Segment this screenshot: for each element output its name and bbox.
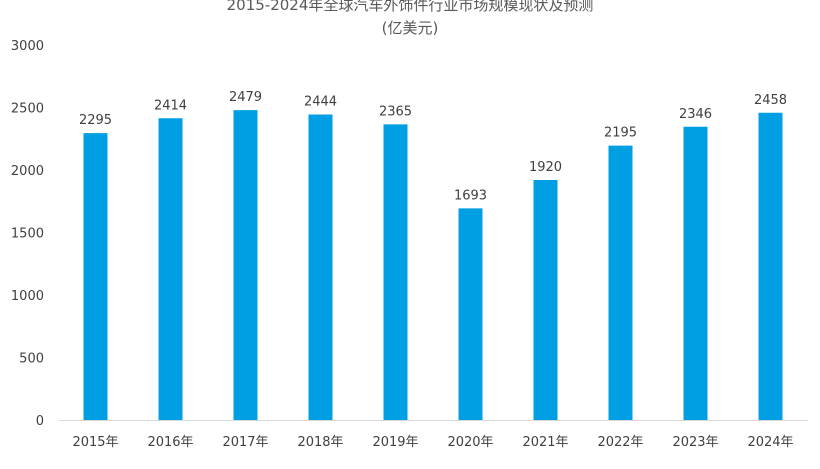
chart-subtitle: (亿美元) bbox=[382, 19, 439, 37]
x-axis: 2015年 2016年 2017年 2018年 2019年 2020年 2021年 2022年… bbox=[72, 435, 793, 450]
data-label: 1920 bbox=[529, 160, 562, 175]
y-tick-label: 500 bbox=[19, 352, 44, 367]
y-tick-label: 0 bbox=[36, 414, 44, 429]
x-tick-label: 2016年 bbox=[147, 435, 193, 450]
bar bbox=[308, 114, 333, 420]
data-label: 2346 bbox=[679, 107, 712, 122]
x-tick-label: 2021年 bbox=[522, 435, 568, 450]
data-label: 2479 bbox=[229, 90, 262, 105]
bar bbox=[458, 208, 483, 420]
chart-title: 2015-2024年全球汽车外饰件行业市场规模现状及预测 bbox=[227, 0, 594, 14]
bar bbox=[758, 112, 783, 420]
data-label: 2414 bbox=[154, 98, 187, 113]
y-tick-label: 2000 bbox=[11, 164, 44, 179]
x-tick-label: 2018年 bbox=[297, 435, 343, 450]
x-tick-label: 2015年 bbox=[72, 435, 118, 450]
data-label: 1693 bbox=[454, 188, 487, 203]
x-tick-label: 2024年 bbox=[747, 435, 793, 450]
y-tick-label: 1000 bbox=[11, 289, 44, 304]
bar bbox=[608, 145, 633, 420]
x-tick-label: 2017年 bbox=[222, 435, 268, 450]
data-label: 2444 bbox=[304, 95, 337, 110]
y-axis: 0 500 1000 1500 2000 2500 3000 bbox=[11, 39, 44, 429]
data-label: 2195 bbox=[604, 126, 637, 141]
x-tick-label: 2019年 bbox=[372, 435, 418, 450]
y-tick-label: 2500 bbox=[11, 102, 44, 117]
x-tick-label: 2023年 bbox=[672, 435, 718, 450]
y-tick-label: 3000 bbox=[11, 39, 44, 54]
bar bbox=[83, 133, 108, 420]
bar bbox=[158, 118, 183, 420]
bar bbox=[533, 180, 558, 420]
x-tick-label: 2020年 bbox=[447, 435, 493, 450]
bar bbox=[233, 110, 258, 420]
x-tick-label: 2022年 bbox=[597, 435, 643, 450]
bar bbox=[383, 124, 408, 420]
bar bbox=[683, 126, 708, 420]
data-labels: 2295 2414 2479 2444 2365 1693 1920 2195 2346 2458 bbox=[79, 90, 787, 203]
bar-series bbox=[83, 110, 783, 420]
data-label: 2295 bbox=[79, 113, 112, 128]
data-label: 2458 bbox=[754, 93, 787, 108]
data-label: 2365 bbox=[379, 104, 412, 119]
y-tick-label: 1500 bbox=[11, 227, 44, 242]
